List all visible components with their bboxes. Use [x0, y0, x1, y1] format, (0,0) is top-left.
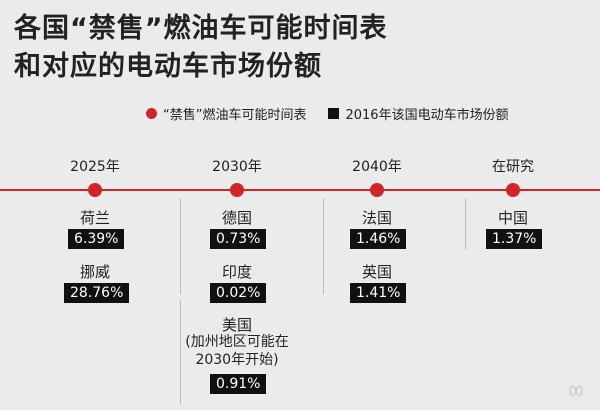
- share-germany: 0.73%: [210, 229, 267, 249]
- timeline-dot: [506, 183, 520, 197]
- column-divider: [180, 300, 181, 405]
- watermark: [564, 382, 592, 400]
- country-germany: 德国: [221, 209, 252, 227]
- usa-note-line-1: (加州地区可能在: [185, 334, 289, 350]
- country-france: 法国: [361, 209, 392, 227]
- country-uk: 英国: [361, 263, 392, 281]
- timeline-dot: [230, 183, 244, 197]
- share-usa: 0.91%: [210, 374, 267, 394]
- usa-note: (加州地区可能在 2030年开始): [157, 333, 317, 369]
- year-label-researching: 在研究: [492, 159, 534, 175]
- year-label-2040: 2040年: [352, 159, 402, 175]
- country-norway: 挪威: [79, 263, 110, 281]
- country-netherlands: 荷兰: [79, 209, 110, 227]
- year-label-2025: 2025年: [70, 159, 120, 175]
- legend-item-share: 2016年该国电动车市场份额: [328, 104, 509, 123]
- legend-share-label: 2016年该国电动车市场份额: [345, 108, 509, 123]
- share-france: 1.46%: [350, 229, 407, 249]
- year-label-2030: 2030年: [212, 159, 262, 175]
- share-norway: 28.76%: [64, 283, 130, 303]
- black-square-icon: [328, 108, 340, 119]
- title-line-2: 和对应的电动车市场份额: [14, 51, 322, 82]
- legend-ban-label: “禁售”燃油车可能时间表: [163, 108, 307, 123]
- share-india: 0.02%: [210, 283, 267, 303]
- legend: “禁售”燃油车可能时间表 2016年该国电动车市场份额: [146, 104, 531, 123]
- country-china: 中国: [497, 209, 528, 227]
- title-line-1: 各国“禁售”燃油车可能时间表: [14, 13, 388, 44]
- column-divider: [180, 198, 181, 294]
- usa-note-line-2: 2030年开始): [195, 352, 279, 368]
- timeline-line: [0, 189, 600, 191]
- timeline-dot: [370, 183, 384, 197]
- share-uk: 1.41%: [350, 283, 407, 303]
- share-netherlands: 6.39%: [68, 229, 125, 249]
- country-usa: 美国: [221, 316, 252, 334]
- column-divider: [323, 198, 324, 294]
- red-dot-icon: [146, 108, 157, 119]
- country-india: 印度: [221, 263, 252, 281]
- legend-item-ban: “禁售”燃油车可能时间表: [146, 104, 306, 123]
- column-divider: [465, 198, 466, 250]
- page-title: 各国“禁售”燃油车可能时间表 和对应的电动车市场份额: [14, 10, 388, 86]
- timeline-dot: [88, 183, 102, 197]
- watermark-logo-icon: [568, 385, 584, 397]
- share-china: 1.37%: [486, 229, 543, 249]
